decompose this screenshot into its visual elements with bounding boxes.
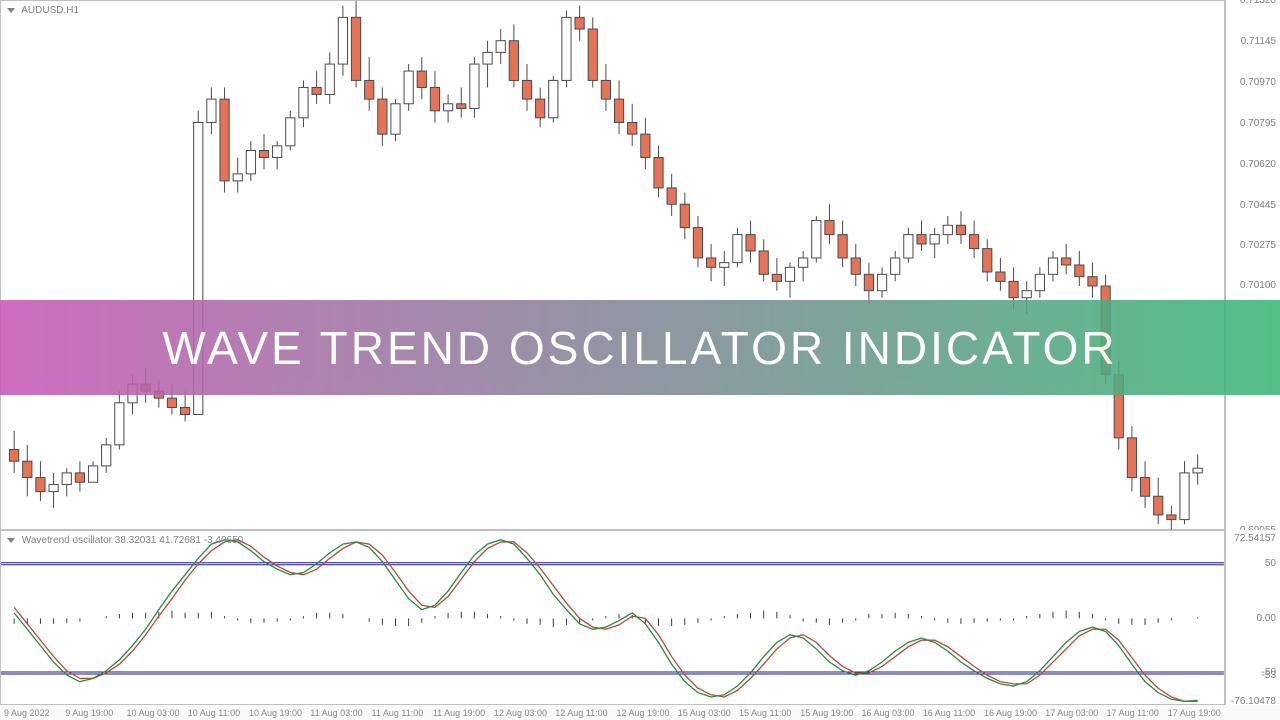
indicator-label: Wavetrend oscillator 38.32031 41.72681 -… <box>22 535 243 546</box>
x-tick-label: 9 Aug 2022 <box>4 708 50 718</box>
x-tick-label: 16 Aug 19:00 <box>984 708 1037 718</box>
x-tick-label: 15 Aug 03:00 <box>678 708 731 718</box>
chart-title: AUDUSD,H1 <box>7 5 79 16</box>
y-tick-label: 50 <box>1265 558 1276 569</box>
y-tick-label: 0.70445 <box>1240 200 1276 211</box>
y-tick-label: -76.10478 <box>1231 696 1276 707</box>
y-tick-label: 0.00 <box>1257 613 1276 624</box>
x-tick-label: 9 Aug 19:00 <box>65 708 113 718</box>
x-tick-label: 17 Aug 03:00 <box>1045 708 1098 718</box>
y-tick-label: 0.70970 <box>1240 77 1276 88</box>
x-tick-label: 10 Aug 11:00 <box>188 708 240 718</box>
x-tick-label: 10 Aug 19:00 <box>249 708 302 718</box>
time-axis: 9 Aug 2022 9 Aug 19:00 10 Aug 03:00 10 Aug … <box>0 705 1225 720</box>
indicator-panel[interactable]: Wavetrend oscillator 38.32031 41.72681 -… <box>0 530 1225 705</box>
x-tick-label: 17 Aug 19:00 <box>1168 708 1221 718</box>
chevron-down-icon <box>7 538 15 543</box>
x-tick-label: 12 Aug 11:00 <box>555 708 607 718</box>
x-tick-label: 16 Aug 03:00 <box>862 708 915 718</box>
x-tick-label: 10 Aug 03:00 <box>127 708 180 718</box>
symbol-label: AUDUSD,H1 <box>21 5 79 16</box>
y-tick-label: 0.70795 <box>1240 118 1276 129</box>
x-tick-label: 11 Aug 19:00 <box>433 708 485 718</box>
y-tick-label: 0.71145 <box>1241 36 1276 47</box>
y-tick-label: 72.54157 <box>1234 533 1276 544</box>
y-tick-label: 0.70100 <box>1240 280 1276 291</box>
price-chart-panel[interactable]: AUDUSD,H1 <box>0 0 1225 530</box>
x-tick-label: 15 Aug 19:00 <box>800 708 853 718</box>
indicator-y-axis: 72.54157500.00-50-53-76.10478 <box>1225 530 1280 705</box>
x-tick-label: 12 Aug 19:00 <box>617 708 670 718</box>
oscillator-chart <box>1 531 1224 706</box>
x-tick-label: 16 Aug 11:00 <box>923 708 975 718</box>
x-tick-label: 11 Aug 03:00 <box>310 708 362 718</box>
chevron-down-icon <box>7 8 15 13</box>
candlestick-chart <box>1 1 1224 530</box>
banner-text: WAVE TREND OSCILLATOR INDICATOR <box>162 321 1117 375</box>
price-y-axis: 0.71320 0.71145 0.70970 0.70795 0.70620 0.704… <box>1225 0 1280 530</box>
x-tick-label: 17 Aug 11:00 <box>1107 708 1159 718</box>
y-tick-label: 0.71320 <box>1240 0 1276 6</box>
x-tick-label: 15 Aug 11:00 <box>739 708 791 718</box>
y-tick-label: -53 <box>1262 670 1276 681</box>
x-tick-label: 12 Aug 03:00 <box>494 708 547 718</box>
y-tick-label: 0.70275 <box>1240 240 1276 251</box>
y-tick-label: 0.70620 <box>1240 159 1276 170</box>
title-banner: WAVE TREND OSCILLATOR INDICATOR <box>0 300 1280 395</box>
indicator-title: Wavetrend oscillator 38.32031 41.72681 -… <box>7 535 243 546</box>
x-tick-label: 11 Aug 11:00 <box>372 708 424 718</box>
